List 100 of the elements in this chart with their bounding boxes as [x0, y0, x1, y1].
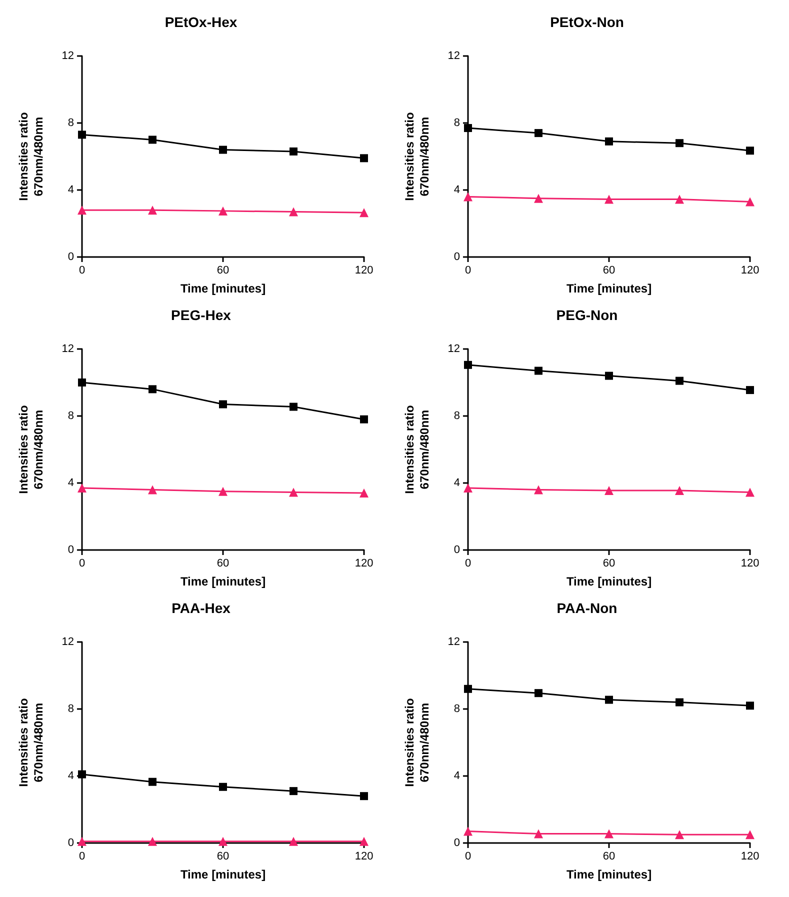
chart-title: PEtOx-Hex — [164, 14, 238, 30]
x-tick-label: 60 — [602, 264, 616, 276]
x-tick-label: 120 — [740, 850, 760, 862]
point — [676, 698, 684, 706]
y-tick-label: 4 — [68, 477, 74, 489]
y-axis-title: Intensities ratio 670nm/480nm — [402, 112, 432, 201]
point — [148, 778, 156, 786]
point — [218, 486, 228, 496]
point — [219, 400, 227, 408]
point — [676, 376, 684, 385]
x-tick-label: 0 — [464, 558, 472, 570]
y-tick-label: 12 — [62, 636, 74, 648]
point — [534, 129, 542, 138]
y-axis-title: Intensities ratio 670nm/480nm — [16, 698, 46, 787]
point — [464, 684, 472, 693]
y-tick-label: 8 — [68, 410, 74, 422]
y-tick-label: 12 — [448, 636, 460, 648]
point — [218, 206, 228, 216]
x-tick-label: 60 — [216, 558, 230, 570]
point — [534, 829, 543, 838]
x-tick-label: 120 — [354, 558, 374, 570]
point — [148, 485, 157, 494]
y-tick-label: 8 — [454, 117, 460, 129]
point — [360, 792, 368, 800]
chart-title: PEG-Non — [556, 307, 618, 323]
point — [290, 147, 298, 156]
point — [360, 154, 368, 162]
point — [360, 208, 368, 218]
point — [534, 366, 542, 375]
point — [746, 488, 754, 497]
point — [360, 488, 368, 498]
y-tick-label: 12 — [62, 50, 74, 62]
point — [604, 829, 614, 838]
point — [78, 206, 86, 215]
point — [464, 124, 472, 132]
point — [604, 486, 614, 496]
point — [746, 386, 754, 394]
chart-title: PAA-Hex — [172, 600, 231, 616]
y-axis-title: Intensities ratio 670nm/480nm — [16, 112, 46, 201]
point — [78, 130, 86, 139]
point — [219, 146, 227, 154]
chart-title: PAA-Non — [556, 600, 618, 616]
y-tick-label: 0 — [68, 837, 74, 849]
point — [534, 485, 543, 494]
point — [746, 830, 754, 840]
x-axis-title: Time [minutes] — [566, 574, 652, 588]
y-tick-label: 12 — [448, 50, 460, 62]
point — [148, 136, 156, 144]
x-tick-label: 60 — [216, 264, 230, 276]
point — [289, 488, 298, 497]
point — [534, 689, 542, 698]
y-tick-label: 8 — [68, 703, 74, 715]
chart-title: PEtOx-Non — [550, 14, 624, 30]
x-tick-label: 120 — [354, 264, 374, 276]
y-tick-label: 0 — [68, 251, 74, 263]
point — [148, 206, 157, 215]
y-tick-label: 0 — [454, 544, 460, 556]
y-axis-title: Intensities ratio 670nm/480nm — [16, 405, 46, 494]
point — [78, 378, 86, 386]
y-tick-label: 12 — [448, 343, 460, 355]
point — [676, 139, 684, 148]
point — [289, 836, 298, 846]
point — [219, 782, 227, 791]
x-tick-label: 0 — [464, 264, 472, 276]
x-tick-label: 120 — [740, 558, 760, 570]
point — [289, 207, 298, 216]
x-tick-label: 0 — [78, 264, 86, 276]
x-tick-label: 0 — [78, 850, 86, 862]
x-tick-label: 60 — [602, 558, 616, 570]
y-tick-label: 8 — [454, 410, 460, 422]
y-tick-label: 4 — [454, 770, 460, 782]
y-tick-label: 0 — [454, 251, 460, 263]
y-tick-label: 4 — [454, 477, 460, 489]
point — [464, 826, 472, 836]
x-tick-label: 60 — [216, 850, 230, 862]
x-tick-label: 60 — [602, 850, 616, 862]
chart-title: PEG-Hex — [171, 307, 232, 323]
x-axis-title: Time [minutes] — [180, 574, 266, 588]
x-tick-label: 0 — [464, 850, 472, 862]
point — [464, 484, 472, 493]
point — [604, 194, 614, 204]
point — [746, 702, 754, 710]
y-axis-title: Intensities ratio 670nm/480nm — [402, 698, 432, 787]
point — [746, 197, 754, 206]
x-axis-title: Time [minutes] — [180, 868, 266, 882]
y-tick-label: 4 — [454, 184, 460, 196]
x-axis-title: Time [minutes] — [180, 282, 266, 296]
point — [746, 146, 754, 155]
point — [464, 360, 472, 369]
point — [605, 696, 613, 704]
x-tick-label: 0 — [78, 558, 86, 570]
point — [605, 137, 613, 146]
point — [290, 787, 298, 796]
point — [464, 192, 472, 202]
y-tick-label: 0 — [68, 544, 74, 556]
point — [148, 385, 156, 394]
point — [78, 484, 86, 493]
x-tick-label: 120 — [740, 264, 760, 276]
y-tick-label: 12 — [62, 343, 74, 355]
point — [290, 402, 298, 411]
